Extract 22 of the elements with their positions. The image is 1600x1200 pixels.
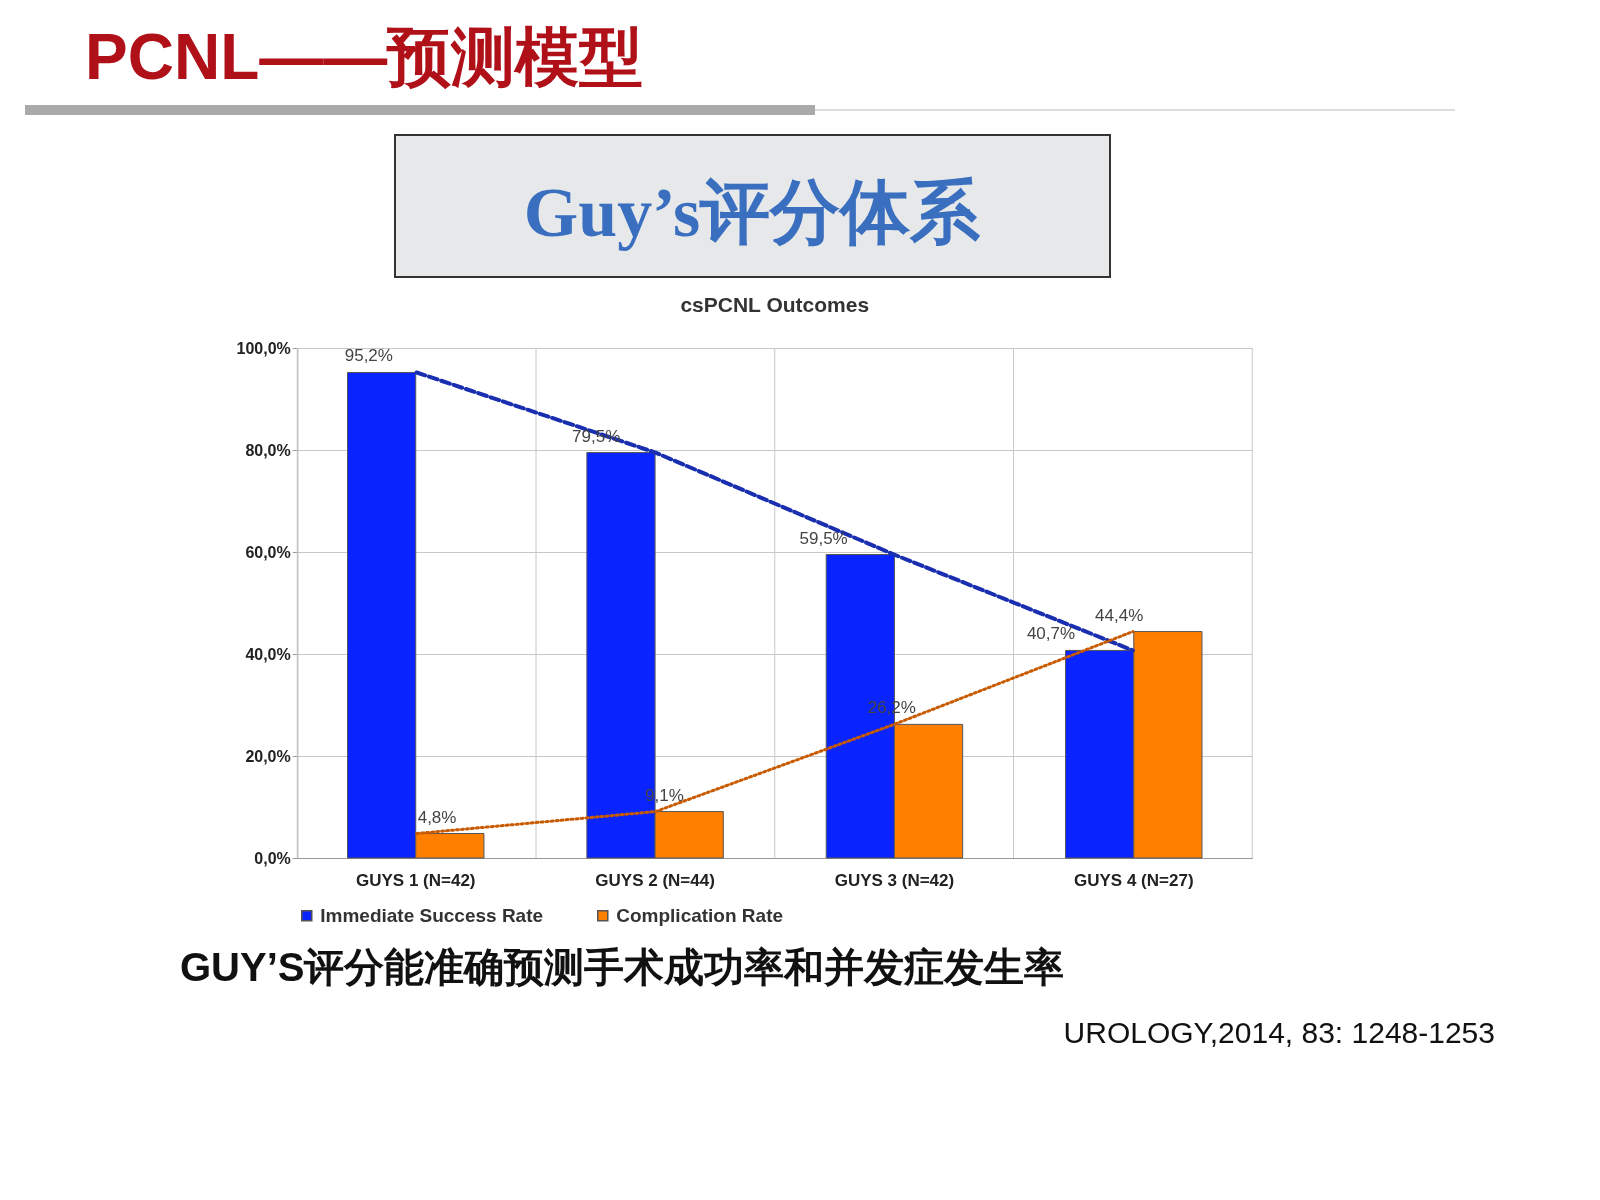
y-tick-label: 20,0% bbox=[245, 747, 291, 765]
data-label: 4,8% bbox=[417, 807, 457, 827]
legend-label: Complication Rate bbox=[616, 904, 784, 926]
text: PCNL——预测模型 bbox=[85, 21, 644, 93]
text: GUY’S评分能准确预测手术成功率和并发症发生率 bbox=[180, 945, 1065, 989]
y-tick-label: 0,0% bbox=[254, 849, 291, 867]
x-tick-label: GUYS 1 (N=42) bbox=[355, 870, 476, 890]
x-tick-label: GUYS 2 (N=44) bbox=[595, 870, 715, 890]
data-label: 59,5% bbox=[799, 528, 848, 548]
x-tick-label: GUYS 3 (N=42) bbox=[834, 870, 955, 890]
text: UROLOGY,2014, 83: 1248-1253 bbox=[1063, 1016, 1495, 1049]
y-tick-label: 60,0% bbox=[245, 543, 291, 561]
legend-label: Immediate Success Rate bbox=[320, 904, 544, 926]
data-label: 40,7% bbox=[1026, 624, 1076, 644]
y-tick-label: 100,0% bbox=[236, 339, 291, 357]
data-label: 44,4% bbox=[1095, 605, 1144, 625]
text: Guy’s评分体系 bbox=[523, 174, 982, 251]
y-tick-label: 40,0% bbox=[245, 645, 291, 663]
x-tick-label: GUYS 4 (N=27) bbox=[1074, 870, 1194, 890]
data-label: 95,2% bbox=[344, 346, 393, 366]
chart-title: csPCNL Outcomes bbox=[680, 293, 870, 316]
y-tick-label: 80,0% bbox=[245, 441, 291, 459]
